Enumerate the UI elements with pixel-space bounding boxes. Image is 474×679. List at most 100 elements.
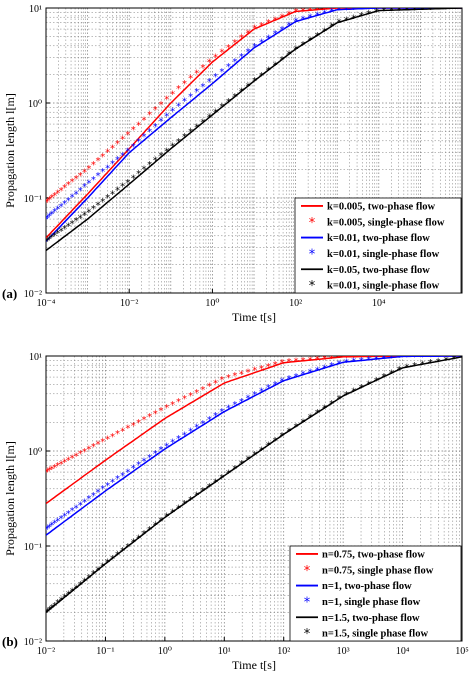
legend-label: k=0.005, single-phase flow — [327, 217, 445, 228]
legend: k=0.005, two-phase flow * k=0.005, single-… — [294, 197, 462, 294]
data-point: * — [337, 353, 342, 364]
data-point: * — [142, 529, 147, 540]
data-point: * — [74, 216, 79, 227]
series-line-0 — [46, 356, 462, 505]
data-point: * — [293, 372, 298, 383]
data-point: * — [301, 356, 306, 367]
data-point: * — [120, 546, 125, 557]
data-point: * — [153, 156, 158, 167]
data-point: * — [105, 481, 110, 492]
data-point: * — [164, 111, 169, 122]
data-point: * — [280, 358, 285, 369]
data-point: * — [436, 4, 441, 15]
data-point: * — [366, 9, 371, 20]
data-point: * — [49, 464, 54, 475]
data-point: * — [374, 7, 379, 18]
data-point: * — [142, 415, 147, 426]
data-point: * — [176, 101, 181, 112]
data-point: * — [286, 10, 291, 21]
data-point: * — [374, 376, 379, 387]
data-point: * — [78, 500, 83, 511]
data-point: * — [219, 48, 224, 59]
data-point: * — [286, 50, 291, 61]
data-point: * — [273, 15, 278, 26]
x-tick-label: 10⁻² — [120, 298, 138, 309]
data-point: * — [170, 106, 175, 117]
data-point: * — [366, 4, 371, 15]
data-point: * — [66, 222, 71, 233]
x-tick-label: 10¹ — [218, 646, 231, 657]
x-tick-label: 10⁵ — [455, 646, 469, 657]
legend-label: n=1.5, two-phase flow — [322, 613, 420, 624]
series-markers-5: *********** * * * * * * * * * * * * * * * * * * * * * * * * * * * * *… — [46, 5, 462, 248]
data-point: * — [344, 5, 349, 16]
data-point: * — [397, 4, 402, 15]
data-point: * — [359, 4, 364, 15]
data-point: * — [389, 4, 394, 15]
data-point: * — [147, 127, 152, 138]
data-point: * — [293, 16, 298, 27]
data-point: * — [66, 590, 71, 601]
data-point: * — [213, 378, 218, 389]
data-point: * — [147, 453, 152, 464]
data-point: * — [62, 183, 67, 194]
data-point: * — [105, 558, 110, 569]
series-markers-5: *********** * * * * * * * * * * * * * * * * * * * * * * * * * * * * *… — [46, 356, 462, 619]
data-point: * — [315, 355, 320, 366]
data-point: * — [389, 6, 394, 17]
data-point: * — [200, 63, 205, 74]
data-point: * — [125, 424, 130, 435]
data-point: * — [381, 4, 386, 15]
data-point: * — [351, 386, 356, 397]
x-tick-label: 10⁰ — [205, 298, 219, 309]
data-point: * — [226, 373, 231, 384]
data-point: * — [74, 583, 79, 594]
data-point: * — [131, 142, 136, 153]
series-line-4 — [46, 356, 462, 613]
data-point: * — [45, 197, 50, 208]
data-point: * — [213, 477, 218, 488]
data-point: * — [315, 31, 320, 42]
data-point: * — [239, 369, 244, 380]
data-point: * — [120, 182, 125, 193]
data-point: * — [125, 130, 130, 141]
data-point: * — [266, 18, 271, 29]
data-point: * — [232, 57, 237, 68]
data-point: * — [329, 399, 334, 410]
data-point: * — [366, 355, 371, 366]
data-point: * — [322, 354, 327, 365]
data-point: * — [280, 376, 285, 387]
data-point: * — [91, 569, 96, 580]
data-point: * — [70, 219, 75, 230]
data-point: * — [44, 198, 49, 209]
data-point: * — [182, 79, 187, 90]
y-tick-label: 10⁰ — [28, 447, 42, 458]
data-point: * — [66, 509, 71, 520]
data-point: * — [147, 110, 152, 121]
data-point: * — [95, 565, 100, 576]
data-point: * — [404, 352, 409, 363]
x-tick-label: 10⁻⁴ — [37, 298, 56, 309]
data-point: * — [207, 415, 212, 426]
data-point: * — [301, 14, 306, 25]
data-point: * — [207, 77, 212, 88]
data-point: * — [105, 163, 110, 174]
data-point: * — [86, 164, 91, 175]
data-point: * — [194, 87, 199, 98]
data-point: * — [86, 573, 91, 584]
data-point: * — [207, 382, 212, 393]
legend: n=0.75, two-phase flow * n=0.75, single ph… — [289, 545, 462, 642]
data-point: * — [420, 5, 425, 16]
data-point: * — [246, 28, 251, 39]
y-tick-label: 10⁻² — [24, 289, 42, 300]
data-point: * — [158, 406, 163, 417]
data-point: * — [280, 25, 285, 36]
data-point: * — [359, 4, 364, 15]
panel-label: (b) — [2, 634, 18, 649]
data-point: * — [153, 449, 158, 460]
data-point: * — [194, 388, 199, 399]
data-point: * — [131, 421, 136, 432]
data-point: * — [246, 393, 251, 404]
data-point: * — [55, 229, 60, 240]
